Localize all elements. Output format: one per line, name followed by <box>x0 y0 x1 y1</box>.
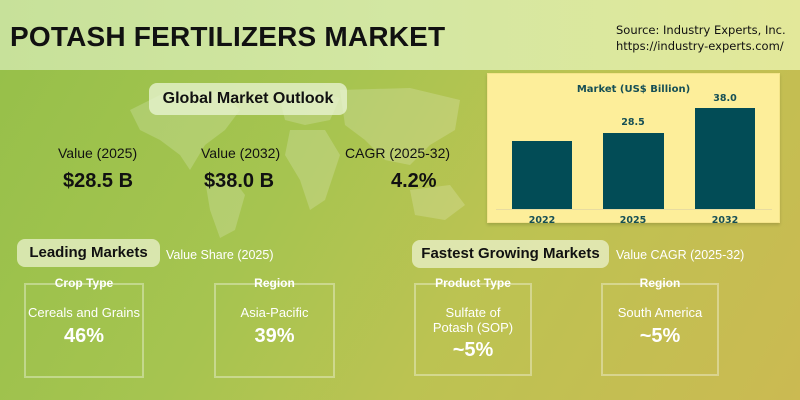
kpi-value-cagr: 4.2% <box>391 170 437 192</box>
kpi-label-value-2025: Value (2025) <box>58 145 138 161</box>
kpi-label-value-2032: Value (2032) <box>201 145 281 161</box>
card-name: Asia-Pacific <box>240 305 309 320</box>
card-value: 39% <box>254 325 295 347</box>
card-heading: Region <box>254 276 295 290</box>
card-product-type: Product Type Sulfate of Potash (SOP) ~5% <box>414 276 532 376</box>
x-tick-2032: 2032 <box>711 215 739 226</box>
market-bar-chart: Market (US$ Billion) 28.5 38.0 2022 2025… <box>487 73 780 226</box>
x-tick-2022: 2022 <box>528 215 556 226</box>
main-panel: Global Market Outlook Value (2025) $28.5… <box>0 70 800 400</box>
bar-value-2032: 38.0 <box>713 93 737 104</box>
bar-2032 <box>695 108 755 209</box>
source-url: https://industry-experts.com/ <box>616 39 784 53</box>
source-name: Source: Industry Experts, Inc. <box>616 23 786 37</box>
card-crop-type: Crop Type Cereals and Grains 46% <box>24 276 144 378</box>
card-value: 46% <box>63 325 105 347</box>
source-credit: Source: Industry Experts, Inc. https://i… <box>616 22 786 54</box>
header-banner: POTASH FERTILIZERS MARKET Source: Indust… <box>0 0 800 70</box>
chart-title: Market (US$ Billion) <box>576 84 691 95</box>
card-value: ~5% <box>639 325 681 347</box>
kpi-value-2025: $28.5 B <box>63 170 134 192</box>
kpi-value-2032: $38.0 B <box>204 170 275 192</box>
kpi-label-cagr: CAGR (2025-32) <box>345 145 451 161</box>
card-heading: Region <box>639 276 681 290</box>
card-heading: Crop Type <box>54 276 114 290</box>
card-region-leading: Region Asia-Pacific 39% <box>214 276 335 378</box>
card-name: South America <box>617 305 703 320</box>
x-axis <box>496 209 772 210</box>
x-tick-2025: 2025 <box>619 215 647 226</box>
leading-markets-subtitle: Value Share (2025) <box>166 248 274 262</box>
card-name: Cereals and Grains <box>28 305 140 320</box>
fastest-growing-subtitle: Value CAGR (2025-32) <box>616 248 745 262</box>
bar-2022 <box>512 141 572 209</box>
leading-markets-title: Leading Markets <box>17 239 160 267</box>
card-name-line1: Sulfate of <box>445 305 501 320</box>
card-name-line2: Potash (SOP) <box>432 320 514 335</box>
bar-2025 <box>603 133 664 209</box>
page-title: POTASH FERTILIZERS MARKET <box>10 21 446 52</box>
card-value: ~5% <box>452 339 494 361</box>
bar-value-2025: 28.5 <box>621 117 645 128</box>
card-heading: Product Type <box>435 276 511 290</box>
outlook-title: Global Market Outlook <box>149 83 347 115</box>
fastest-growing-title: Fastest Growing Markets <box>412 240 609 268</box>
card-region-fastest: Region South America ~5% <box>601 276 719 376</box>
